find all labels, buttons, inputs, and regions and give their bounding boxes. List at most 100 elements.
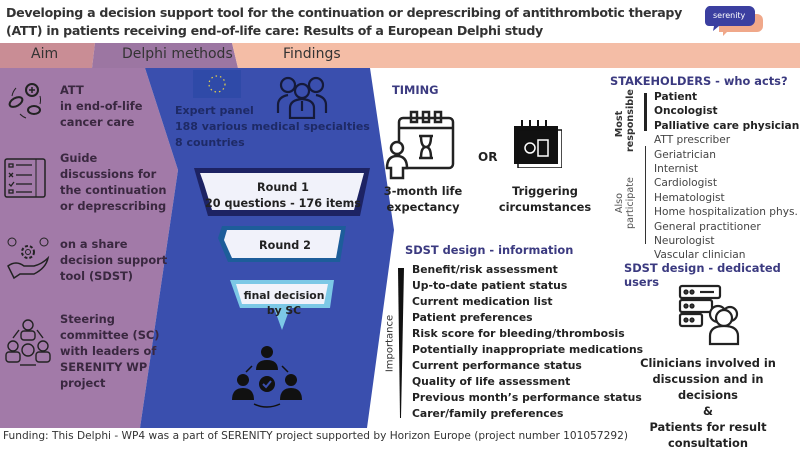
final-decision-box: final decision by SC: [232, 288, 336, 318]
text-line: Most: [614, 110, 625, 138]
stakeholder-item: Oncologist: [654, 105, 718, 118]
info-item: Risk score for bleeding/thrombosis: [412, 327, 625, 340]
title-line: Developing a decision support tool for t…: [6, 5, 683, 20]
stakeholders-heading: STAKEHOLDERS - who acts?: [610, 74, 788, 88]
text-line: consultation: [668, 436, 748, 450]
text-line: cancer care: [60, 115, 135, 129]
text-line: Triggering: [512, 184, 578, 198]
info-item: Carer/family preferences: [412, 407, 564, 420]
hand-gear-icon: [7, 237, 50, 280]
serenity-logo: serenity: [704, 4, 763, 36]
importance-label: Importance: [384, 314, 396, 373]
calendar-event-icon: [514, 120, 562, 168]
header-aim: Aim: [31, 46, 59, 62]
title-line: (ATT) in patients receiving end-of-life …: [6, 23, 543, 38]
calendar-hourglass-icon: [385, 110, 455, 180]
text-line: 188 various medical specialties: [175, 120, 370, 133]
stakeholder-item: Geriatrician: [654, 148, 716, 161]
info-item: Potentially inappropriate medications: [412, 343, 644, 356]
aim-item-committee: Steering committee (SC) with leaders of …: [60, 311, 170, 391]
text-line: Expert panel: [175, 104, 254, 117]
timing-heading: TIMING: [392, 83, 439, 97]
info-item: Current medication list: [412, 295, 553, 308]
text-line: in end-of-life: [60, 99, 143, 113]
text-line: with leaders of: [60, 344, 157, 358]
info-item: Patient preferences: [412, 311, 533, 324]
or-label: OR: [478, 150, 498, 164]
checklist-icon: [4, 158, 46, 198]
stakeholder-item: Cardiologist: [654, 177, 717, 190]
aim-item-guide: Guide discussions for the continuation o…: [60, 150, 170, 214]
page-title: Developing a decision support tool for t…: [6, 4, 706, 40]
aim-header-bg: [0, 43, 95, 68]
stakeholder-item: ATT prescriber: [654, 134, 731, 147]
most-responsible-label: Most responsible: [614, 89, 636, 152]
text-line: ATT: [60, 83, 84, 97]
text-line: on a share: [60, 237, 128, 251]
info-list: Benefit/risk assessment Up-to-date patie…: [412, 262, 643, 422]
text-line: 20 questions - 176 items: [205, 197, 361, 210]
text-line: or deprescribing: [60, 199, 167, 213]
info-item: Quality of life assessment: [412, 375, 571, 388]
users-heading: SDST design - dedicated users: [624, 261, 781, 289]
stakeholder-item: General practitioner: [654, 220, 761, 233]
text-line: &: [703, 404, 713, 418]
text-line: Patients for result: [649, 420, 767, 434]
text-line: Round 1: [257, 181, 309, 194]
text-line: participate: [625, 177, 636, 229]
stakeholder-item: Internist: [654, 163, 699, 176]
doctors-icon: [276, 76, 328, 119]
text-line: discussion and in decisions: [652, 372, 764, 402]
stakeholder-item: Palliative care physician: [654, 119, 800, 132]
text-line: Steering: [60, 312, 115, 326]
text-line: project: [60, 376, 106, 390]
header-delphi: Delphi methods: [122, 46, 233, 62]
aim-item-att: ATT in end-of-life cancer care: [60, 82, 170, 130]
stakeholder-item: Vascular clinician: [654, 249, 746, 262]
server-users-icon: [678, 284, 740, 346]
text-line: the continuation: [60, 183, 167, 197]
stakeholder-item: Home hospitalization phys.: [654, 206, 798, 219]
importance-bar: [398, 268, 404, 418]
also-participate-label: Also participate: [614, 172, 636, 234]
info-item: Up-to-date patient status: [412, 279, 568, 292]
text-line: expectancy: [386, 200, 460, 214]
info-heading: SDST design - information: [405, 243, 574, 257]
header-findings: Findings: [283, 46, 341, 62]
text-line: discussions for: [60, 167, 157, 181]
round1-box: Round 1 20 questions - 176 items: [200, 180, 366, 212]
eu-flag-icon: [193, 70, 241, 98]
delphi-header-bg: [92, 43, 238, 68]
funnel: [194, 168, 370, 330]
logo-text: serenity: [713, 11, 746, 20]
most-responsible-bar: [644, 93, 647, 131]
timing-option-life-expectancy: 3-month life expectancy: [383, 183, 463, 215]
committee-icon: [5, 319, 51, 366]
text-line: final decision: [243, 289, 325, 302]
team-decision-icon: [232, 346, 302, 408]
pills-cycle-icon: [8, 83, 42, 119]
info-item: Current performance status: [412, 359, 582, 372]
text-line: responsible: [625, 89, 636, 152]
text-line: Clinicians involved in: [640, 356, 776, 370]
stakeholder-item: Neurologist: [654, 235, 715, 248]
text-line: committee (SC): [60, 328, 160, 342]
info-item: Previous month’s performance status: [412, 391, 642, 404]
stakeholder-item: Patient: [654, 91, 698, 103]
text-line: circumstances: [498, 200, 592, 214]
text-line: Guide: [60, 151, 98, 165]
timing-option-triggering: Triggering circumstances: [495, 183, 595, 215]
stakeholders-list: Patient Oncologist Palliative care physi…: [654, 90, 799, 263]
expert-panel: Expert panel 188 various medical special…: [175, 103, 370, 151]
users-description: Clinicians involved in discussion and in…: [622, 355, 794, 451]
aim-item-sdst: on a share decision support tool (SDST): [60, 236, 170, 284]
text-line: Also: [614, 192, 625, 214]
round2-box: Round 2: [259, 239, 311, 252]
findings-header-bg: [232, 43, 800, 68]
text-line: 8 countries: [175, 136, 245, 149]
text-line: SERENITY WP: [60, 360, 148, 374]
info-item: Benefit/risk assessment: [412, 263, 558, 276]
also-participate-bar: [645, 146, 646, 244]
stakeholder-item: Hematologist: [654, 191, 725, 204]
funding-footer: Funding: This Delphi - WP4 was a part of…: [3, 430, 628, 442]
